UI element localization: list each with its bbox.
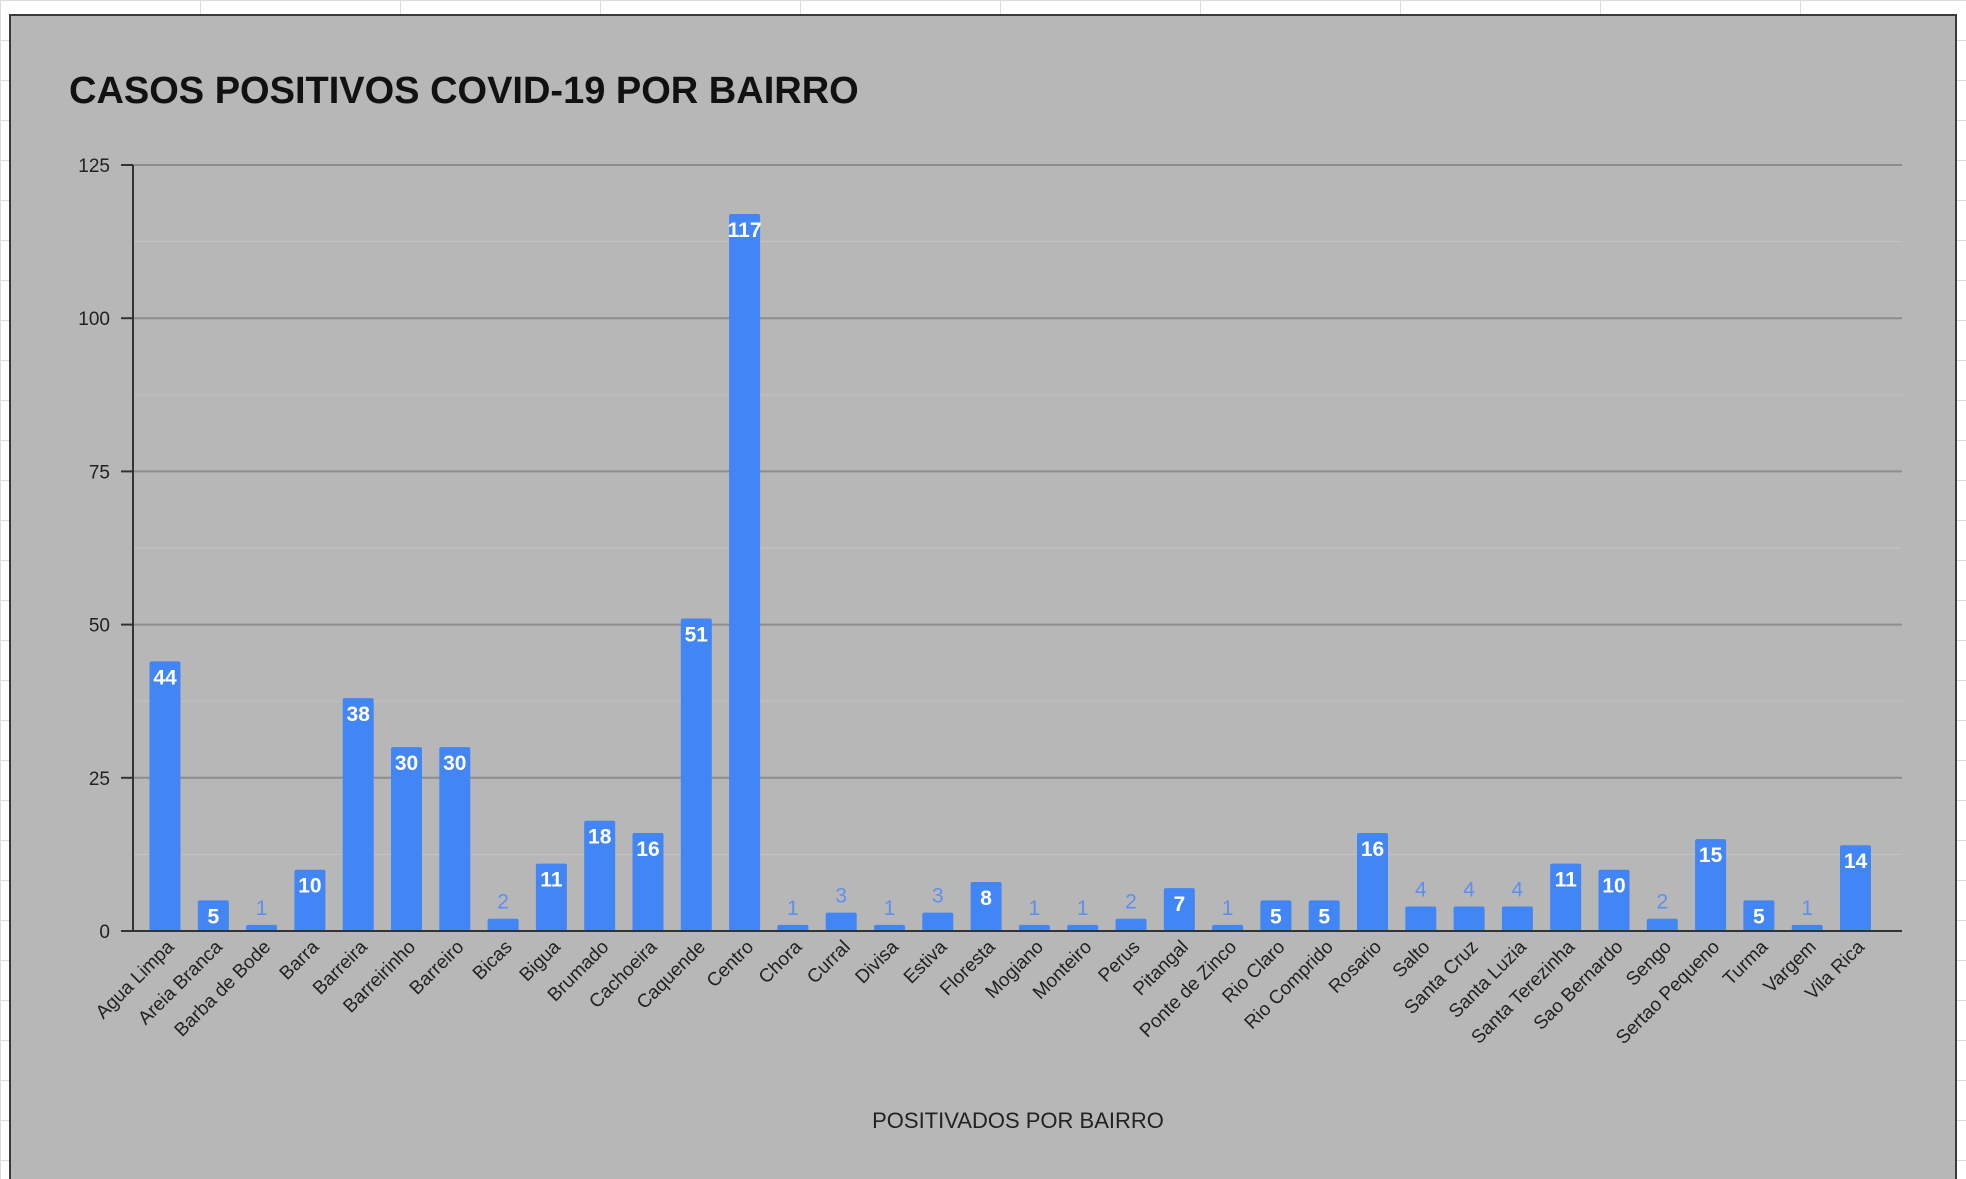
x-tick-label: Salto bbox=[1389, 937, 1434, 982]
data-label: 16 bbox=[636, 838, 659, 861]
data-label: 18 bbox=[588, 826, 612, 849]
data-label: 44 bbox=[153, 666, 177, 689]
bar[interactable] bbox=[149, 661, 181, 931]
y-tick-label: 0 bbox=[99, 922, 110, 943]
chart-title: CASOS POSITIVOS COVID-19 POR BAIRRO bbox=[69, 70, 859, 112]
y-tick-label: 100 bbox=[78, 309, 110, 330]
x-tick-label: Chora bbox=[755, 936, 807, 988]
data-label: 5 bbox=[1318, 905, 1330, 928]
bar[interactable] bbox=[1453, 906, 1485, 931]
data-label: 1 bbox=[256, 897, 268, 920]
data-label: 11 bbox=[1555, 869, 1578, 892]
bar[interactable] bbox=[1212, 924, 1244, 931]
data-label: 1 bbox=[884, 897, 896, 920]
data-label: 4 bbox=[1463, 878, 1475, 901]
bar[interactable] bbox=[729, 214, 761, 932]
bar[interactable] bbox=[535, 863, 567, 931]
data-label: 1 bbox=[1222, 897, 1234, 920]
bar[interactable] bbox=[1018, 924, 1050, 931]
bar[interactable] bbox=[1550, 863, 1582, 931]
bar[interactable] bbox=[1163, 888, 1195, 931]
data-label: 2 bbox=[1656, 891, 1668, 914]
bar[interactable] bbox=[246, 924, 278, 931]
bar[interactable] bbox=[874, 924, 905, 931]
y-tick-label: 25 bbox=[89, 769, 110, 790]
data-label: 51 bbox=[685, 623, 709, 646]
data-label: 5 bbox=[1270, 905, 1282, 928]
bar[interactable] bbox=[487, 918, 519, 931]
data-label: 8 bbox=[980, 887, 992, 910]
data-label: 15 bbox=[1699, 844, 1723, 867]
bar[interactable] bbox=[391, 747, 422, 931]
data-label: 14 bbox=[1844, 850, 1868, 873]
x-tick-label: Bicas bbox=[469, 937, 517, 985]
data-label: 10 bbox=[298, 875, 321, 898]
data-label: 1 bbox=[1077, 897, 1089, 920]
bar[interactable] bbox=[1357, 832, 1388, 931]
data-label: 3 bbox=[932, 885, 944, 908]
data-label: 1 bbox=[1801, 897, 1813, 920]
bar[interactable] bbox=[439, 747, 471, 931]
bar[interactable] bbox=[922, 912, 954, 931]
bar[interactable] bbox=[1260, 900, 1292, 931]
data-label: 1 bbox=[1029, 897, 1041, 920]
data-label: 5 bbox=[1753, 905, 1765, 928]
data-label: 2 bbox=[1125, 891, 1137, 914]
bar[interactable] bbox=[1067, 924, 1099, 931]
bar[interactable] bbox=[632, 832, 664, 931]
x-tick-label: Centro bbox=[703, 937, 758, 992]
data-label: 16 bbox=[1361, 838, 1384, 861]
data-label: 10 bbox=[1602, 875, 1625, 898]
bar[interactable] bbox=[1598, 869, 1630, 931]
bar[interactable] bbox=[970, 881, 1002, 931]
x-tick-label: Barreiro bbox=[406, 937, 469, 1000]
bar[interactable] bbox=[1308, 900, 1340, 931]
data-label: 3 bbox=[835, 885, 847, 908]
bar[interactable] bbox=[1405, 906, 1437, 931]
data-label: 7 bbox=[1173, 893, 1185, 916]
y-tick-label: 75 bbox=[89, 462, 110, 483]
bar[interactable] bbox=[1115, 918, 1147, 931]
x-tick-label: Divisa bbox=[852, 936, 904, 988]
data-label: 11 bbox=[540, 869, 563, 892]
bar[interactable] bbox=[1695, 839, 1727, 931]
bar[interactable] bbox=[825, 912, 857, 931]
bar[interactable] bbox=[1646, 918, 1678, 931]
bar[interactable] bbox=[1791, 924, 1823, 931]
data-label: 4 bbox=[1415, 878, 1427, 901]
data-label: 117 bbox=[728, 219, 762, 242]
data-label: 2 bbox=[497, 891, 509, 914]
bar[interactable] bbox=[342, 698, 374, 931]
data-label: 4 bbox=[1512, 878, 1524, 901]
y-tick-label: 50 bbox=[89, 616, 110, 637]
chart-panel[interactable] bbox=[9, 14, 1957, 1179]
x-tick-label: Rosario bbox=[1325, 937, 1386, 998]
bar[interactable] bbox=[680, 618, 712, 931]
bar[interactable] bbox=[1501, 906, 1533, 931]
bar[interactable] bbox=[584, 820, 616, 931]
x-tick-label: Curral bbox=[803, 937, 854, 988]
y-tick-label: 125 bbox=[78, 156, 110, 177]
bar[interactable] bbox=[197, 900, 229, 931]
bar[interactable] bbox=[294, 869, 326, 931]
data-label: 30 bbox=[443, 752, 466, 775]
bar[interactable] bbox=[1743, 900, 1775, 931]
data-label: 30 bbox=[395, 752, 418, 775]
data-label: 1 bbox=[787, 897, 799, 920]
bar[interactable] bbox=[777, 924, 809, 931]
bar[interactable] bbox=[1840, 845, 1871, 931]
data-label: 5 bbox=[207, 905, 219, 928]
data-label: 38 bbox=[347, 703, 371, 726]
x-axis-title: POSITIVADOS POR BAIRRO bbox=[872, 1108, 1164, 1133]
